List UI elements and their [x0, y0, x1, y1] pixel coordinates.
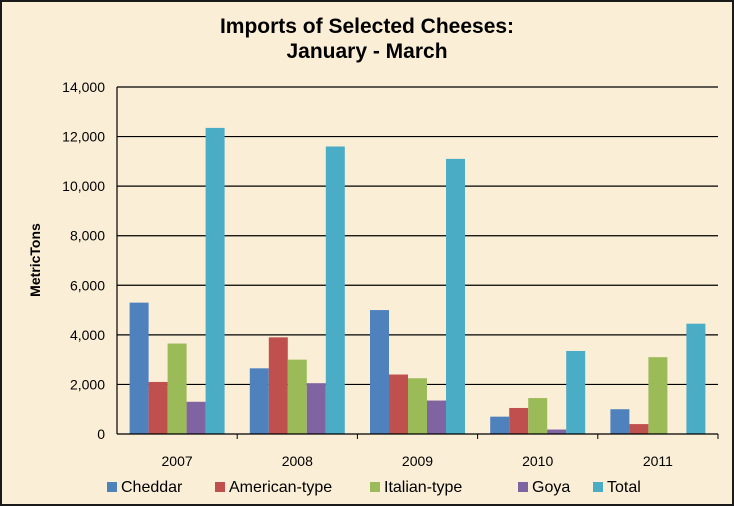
bar-american-type-2010 [509, 407, 529, 434]
bar-american-type-2007 [148, 381, 168, 434]
bar-american-type-2009 [389, 374, 408, 434]
bar-cheddar-2008 [249, 368, 269, 434]
x-tick-label: 2009 [402, 453, 433, 469]
x-tick-labels: 2007 2008 2009 2010 2011 [162, 453, 674, 469]
y-tick-label: 4,000 [70, 327, 105, 343]
chart-title-line1: Imports of Selected Cheeses: [219, 15, 515, 38]
legend-label: Goya [532, 479, 570, 496]
y-tick-label: 14,000 [62, 79, 105, 95]
legend-label: Italian-type [384, 479, 462, 496]
legend-swatch-american-type [215, 482, 225, 492]
legend: Cheddar American-type Italian-type Goya Tota… [107, 479, 641, 496]
legend-swatch-total [593, 482, 603, 492]
bar-total-2011 [686, 323, 706, 434]
bar-total-2009 [446, 158, 465, 434]
bar-italian-type-2008 [287, 359, 307, 434]
x-tick-label: 2010 [522, 453, 553, 469]
bar-total-2008 [325, 146, 345, 434]
legend-label: American-type [229, 479, 332, 496]
bar-goya-2010 [547, 429, 567, 434]
x-tick-label: 2011 [643, 453, 673, 469]
chart-title-line2: January - March [286, 40, 448, 63]
bar-goya-2007 [186, 401, 206, 434]
legend-swatch-goya [518, 482, 528, 492]
bar-total-2007 [205, 127, 225, 435]
bar-cheddar-2009 [370, 310, 389, 434]
bar-italian-type-2007 [167, 343, 187, 434]
bar-total-2010 [566, 350, 586, 434]
y-tick-label: 10,000 [62, 178, 105, 194]
bar-italian-type-2011 [648, 357, 668, 434]
bar-goya-2009 [427, 400, 446, 434]
bars [129, 127, 706, 435]
y-tick-label: 2,000 [70, 376, 105, 392]
x-tick-label: 2007 [162, 453, 193, 469]
bar-american-type-2011 [629, 424, 649, 434]
legend-swatch-cheddar [107, 482, 117, 492]
bar-cheddar-2007 [129, 302, 149, 434]
bar-american-type-2008 [268, 337, 288, 434]
chart-title: Imports of Selected Cheeses: January - M… [0, 14, 734, 64]
axes [116, 87, 719, 439]
legend-label: Total [607, 479, 641, 496]
legend-swatch-italian-type [370, 482, 380, 492]
bar-italian-type-2010 [528, 398, 548, 434]
y-tick-label: 12,000 [62, 129, 105, 145]
y-tick-labels: 0 2,000 4,000 6,000 8,000 10,000 12,000 14,000 [62, 79, 105, 442]
y-axis-title: MetricTons [27, 223, 43, 297]
bar-cheddar-2010 [490, 416, 510, 434]
bar-italian-type-2009 [408, 378, 427, 434]
y-tick-label: 8,000 [70, 228, 105, 244]
bar-cheddar-2011 [610, 409, 630, 434]
y-tick-label: 0 [97, 426, 105, 442]
x-tick-label: 2008 [282, 453, 313, 469]
bar-goya-2008 [306, 383, 326, 434]
y-tick-label: 6,000 [70, 277, 105, 293]
legend-label: Cheddar [121, 479, 183, 496]
